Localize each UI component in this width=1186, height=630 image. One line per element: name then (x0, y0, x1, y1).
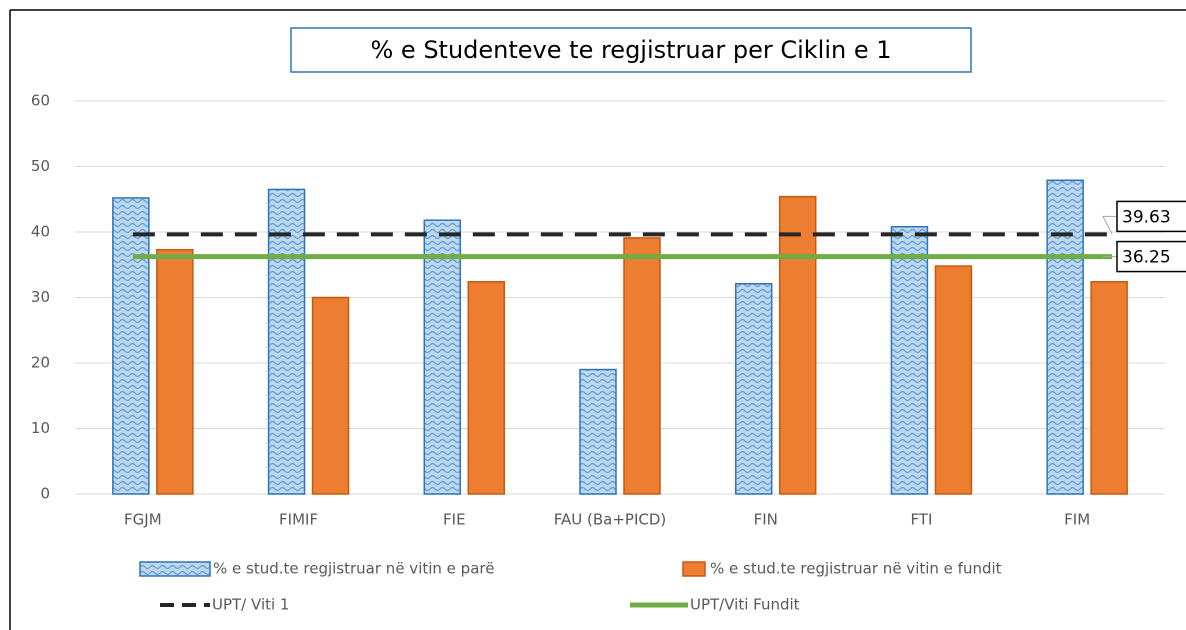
x-tick-label: FTI (910, 511, 932, 529)
y-tick-label: 30 (31, 288, 50, 306)
bar (1046, 179, 1084, 495)
y-tick-label: 50 (31, 157, 50, 175)
bar (623, 237, 661, 495)
legend-label: UPT/ Viti 1 (212, 596, 289, 614)
legend-swatch (682, 561, 706, 577)
x-tick-label: FIM (1064, 511, 1090, 529)
bar (734, 282, 773, 495)
bar (890, 226, 929, 495)
x-tick-label: FIE (443, 511, 466, 529)
leader-line (1102, 215, 1117, 235)
x-tick-label: FIMIF (279, 511, 318, 529)
y-tick-label: 40 (31, 223, 50, 241)
title-box (290, 27, 972, 73)
x-tick-label: FIN (754, 511, 778, 529)
legend-label: % e stud.te regjistruar në vitin e parë (213, 560, 494, 578)
y-tick-label: 20 (31, 354, 50, 372)
y-tick-label: 60 (31, 92, 50, 110)
legend-label: % e stud.te regjistruar në vitin e fundi… (710, 560, 1002, 578)
y-tick-label: 0 (40, 485, 50, 503)
chart-title: % e Studenteve te regjistruar per Ciklin… (370, 36, 891, 64)
data-label: 39.63 (1122, 207, 1171, 227)
data-label-box (1116, 200, 1186, 233)
bar (1090, 281, 1128, 495)
legend-swatch (139, 561, 211, 577)
x-tick-label: FGJM (124, 511, 162, 529)
bar (112, 197, 150, 495)
legend-label: UPT/Viti Fundit (690, 596, 800, 614)
x-tick-label: FAU (Ba+PICD) (554, 511, 667, 529)
bar (467, 281, 506, 495)
bar (156, 248, 194, 495)
bar (579, 368, 617, 495)
bar (267, 188, 306, 495)
data-label: 36.25 (1122, 248, 1171, 268)
bar (934, 265, 973, 495)
bar (311, 296, 350, 495)
bar (423, 219, 462, 495)
y-tick-label: 10 (31, 419, 50, 437)
data-label-box (1116, 240, 1186, 273)
bar (778, 195, 817, 495)
